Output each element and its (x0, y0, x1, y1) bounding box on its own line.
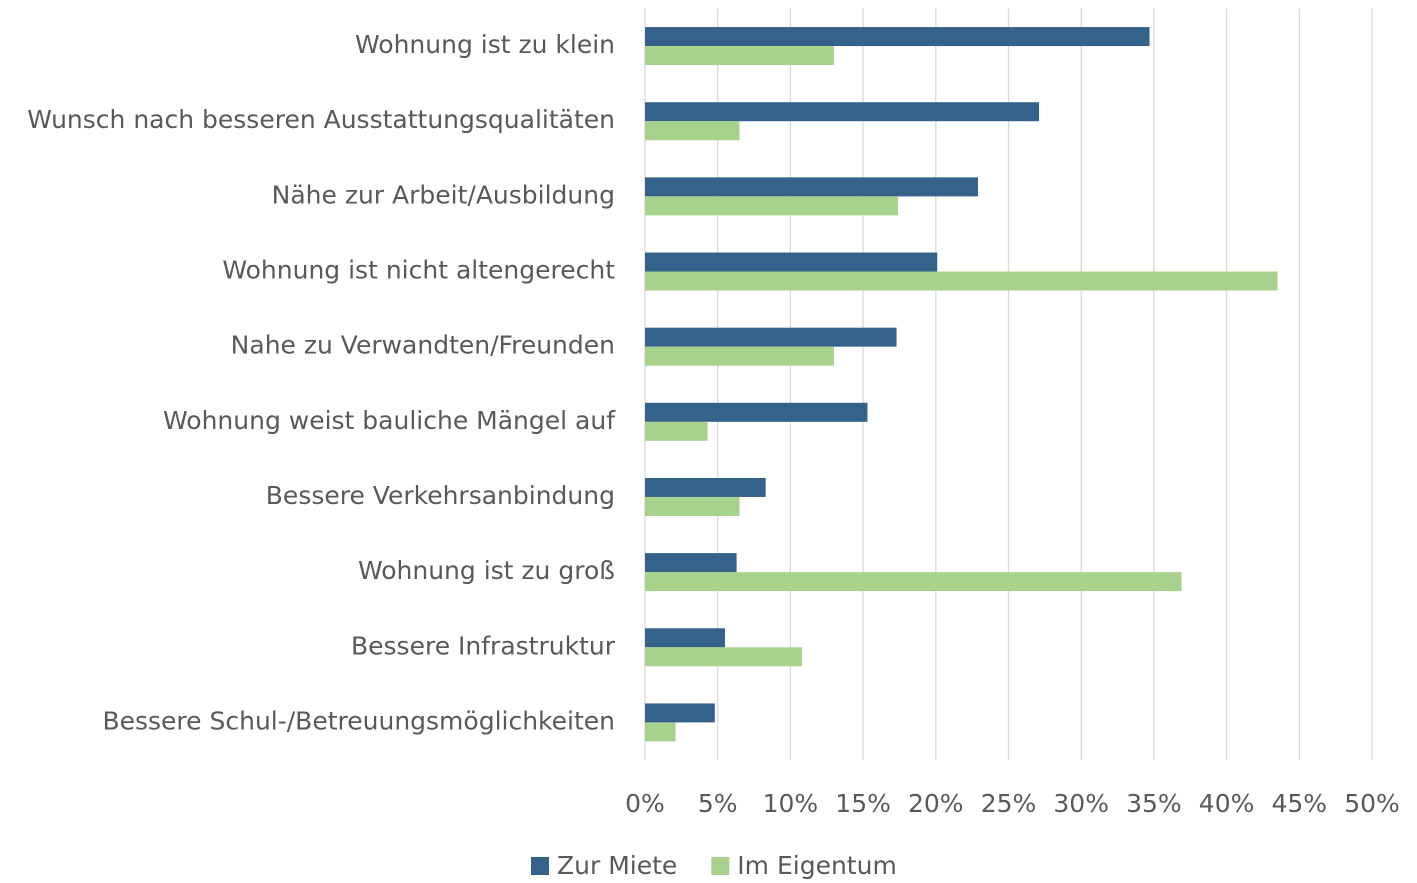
y-tick-label: Bessere Schul-/Betreuungsmöglichkeiten (102, 706, 615, 735)
bar (645, 46, 835, 66)
bar (645, 421, 708, 441)
y-tick-label: Nähe zur Arbeit/Ausbildung (272, 180, 615, 209)
legend-swatch (711, 857, 730, 875)
bar (645, 703, 715, 723)
y-tick-label: Wohnung weist bauliche Mängel auf (163, 406, 616, 435)
legend-label: Zur Miete (557, 851, 677, 880)
bar (645, 121, 740, 141)
bar (645, 572, 1182, 592)
x-tick-label: 0% (625, 789, 665, 818)
bar (645, 496, 740, 516)
x-tick-label: 40% (1199, 789, 1255, 818)
bar (645, 327, 897, 347)
y-tick-label: Bessere Infrastruktur (351, 631, 616, 660)
bar (645, 553, 737, 573)
bar (645, 628, 725, 648)
bar (645, 402, 868, 422)
x-tick-label: 25% (981, 789, 1037, 818)
x-tick-label: 15% (835, 789, 891, 818)
legend-label: Im Eigentum (737, 851, 897, 880)
x-tick-label: 20% (908, 789, 964, 818)
x-tick-label: 50% (1344, 789, 1400, 818)
x-tick-label: 45% (1272, 789, 1328, 818)
bar (645, 196, 898, 216)
bar (645, 271, 1278, 291)
x-tick-label: 30% (1053, 789, 1109, 818)
x-tick-label: 35% (1126, 789, 1182, 818)
y-tick-label: Wunsch nach besseren Ausstattungsqualitä… (27, 105, 615, 134)
x-tick-label: 5% (698, 789, 738, 818)
bar (645, 346, 835, 366)
legend-swatch (531, 857, 549, 875)
bar (645, 252, 938, 272)
bar (645, 27, 1150, 47)
y-tick-label: Wohnung ist nicht altengerecht (222, 256, 615, 285)
bar (645, 177, 978, 197)
bar (645, 477, 766, 497)
y-tick-label: Bessere Verkehrsanbindung (266, 481, 615, 510)
y-tick-label: Nahe zu Verwandten/Freunden (231, 331, 615, 360)
y-tick-label: Wohnung ist zu klein (355, 30, 615, 59)
y-tick-label: Wohnung ist zu groß (358, 556, 615, 585)
x-tick-label: 10% (763, 789, 819, 818)
bar (645, 647, 803, 667)
bar (645, 722, 676, 742)
bar (645, 102, 1040, 122)
